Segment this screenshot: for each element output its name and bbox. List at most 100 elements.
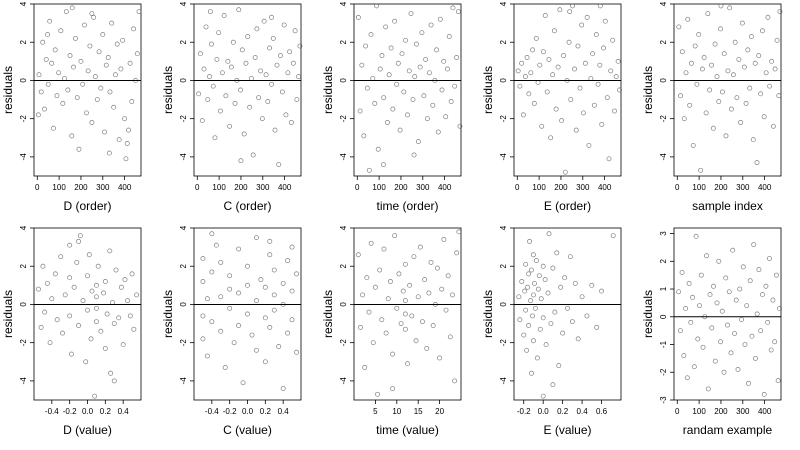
data-point: [111, 378, 117, 384]
x-axis-title: time (value): [376, 423, 439, 437]
data-point: [428, 22, 434, 28]
data-point: [290, 60, 296, 66]
data-point: [723, 275, 729, 281]
data-point: [448, 99, 454, 104]
data-point: [219, 70, 225, 76]
data-point: [285, 330, 291, 336]
x-tick-label: 0.0: [242, 407, 254, 416]
x-axis-title: D (value): [63, 423, 112, 437]
data-point: [89, 11, 95, 17]
data-point: [684, 375, 690, 381]
data-point: [92, 393, 98, 399]
y-axis-title: residuals: [321, 66, 335, 114]
data-point: [540, 263, 546, 269]
data-point: [539, 123, 545, 129]
data-point: [523, 307, 529, 313]
y-tick-label: -4: [19, 153, 28, 161]
data-point: [52, 47, 58, 53]
data-point: [712, 41, 718, 47]
data-point: [721, 369, 727, 375]
data-point: [228, 64, 234, 70]
data-point: [125, 298, 131, 304]
data-point: [455, 9, 461, 15]
data-point: [734, 95, 740, 101]
scatter-panel-5: 0 100 200 300 400 -4 -2 0 2 4 sample index residual…: [641, 1, 783, 213]
data-point: [278, 53, 283, 59]
x-tick-label: 0: [35, 183, 40, 192]
data-point: [430, 323, 436, 328]
data-point: [409, 313, 415, 319]
data-point: [766, 256, 772, 261]
data-point: [449, 292, 455, 298]
data-point: [740, 264, 746, 270]
data-point: [610, 37, 616, 43]
data-point: [414, 41, 419, 47]
y-tick-label: -2: [179, 115, 188, 123]
x-tick-label: -0.2: [517, 407, 531, 416]
data-point: [44, 280, 50, 286]
data-point: [738, 120, 744, 125]
data-point: [723, 133, 729, 139]
data-point: [109, 20, 115, 26]
data-point: [207, 74, 212, 80]
data-point: [530, 47, 536, 53]
y-tick-label: 4: [499, 225, 508, 230]
data-point: [530, 313, 535, 319]
x-tick-label: 400: [758, 183, 772, 192]
data-point: [551, 28, 557, 34]
data-point: [76, 146, 82, 152]
data-point: [677, 328, 683, 334]
data-point: [377, 267, 383, 273]
data-point: [593, 32, 599, 38]
data-point: [49, 60, 55, 66]
data-point: [526, 271, 532, 277]
data-point: [777, 306, 782, 311]
data-point: [289, 288, 295, 294]
data-point: [746, 380, 751, 386]
y-tick-label: -2: [339, 115, 348, 123]
data-point: [439, 87, 445, 93]
data-point: [562, 275, 568, 281]
data-point: [408, 11, 414, 17]
data-point: [213, 242, 219, 248]
x-tick-label: 100: [692, 183, 706, 192]
data-point: [612, 108, 617, 114]
data-point: [542, 13, 548, 18]
data-point: [421, 93, 427, 99]
y-tick-label: 3: [659, 231, 668, 236]
data-point: [201, 66, 207, 72]
data-point: [719, 308, 725, 314]
data-point: [405, 112, 410, 118]
data-point: [43, 56, 49, 62]
data-point: [118, 284, 124, 290]
data-point: [679, 49, 685, 55]
data-point: [456, 229, 462, 235]
scatter-panel-3: 0 100 200 300 400 -4 -2 0 2 4 time (order) residual…: [321, 1, 463, 213]
y-axis-title: residuals: [641, 290, 655, 338]
data-point: [681, 353, 687, 359]
data-point: [533, 258, 539, 263]
data-point: [375, 391, 380, 397]
data-point: [403, 37, 408, 43]
data-point: [580, 110, 586, 116]
data-point: [85, 307, 90, 313]
data-point: [221, 13, 227, 18]
y-tick-label: 0: [499, 302, 508, 307]
data-point: [225, 58, 231, 64]
data-point: [531, 280, 537, 286]
data-point: [516, 294, 522, 300]
data-point: [751, 242, 757, 248]
data-point: [556, 363, 562, 369]
data-point: [709, 325, 715, 331]
y-tick-label: -4: [499, 153, 508, 161]
data-point: [120, 37, 126, 43]
x-tick-label: 200: [394, 183, 408, 192]
data-point: [216, 30, 222, 36]
data-point: [253, 235, 259, 241]
data-point: [405, 361, 410, 367]
data-point: [426, 290, 432, 296]
data-point: [768, 347, 774, 353]
data-point: [413, 338, 419, 344]
data-point: [523, 261, 529, 267]
y-tick-label: 0: [659, 314, 668, 319]
